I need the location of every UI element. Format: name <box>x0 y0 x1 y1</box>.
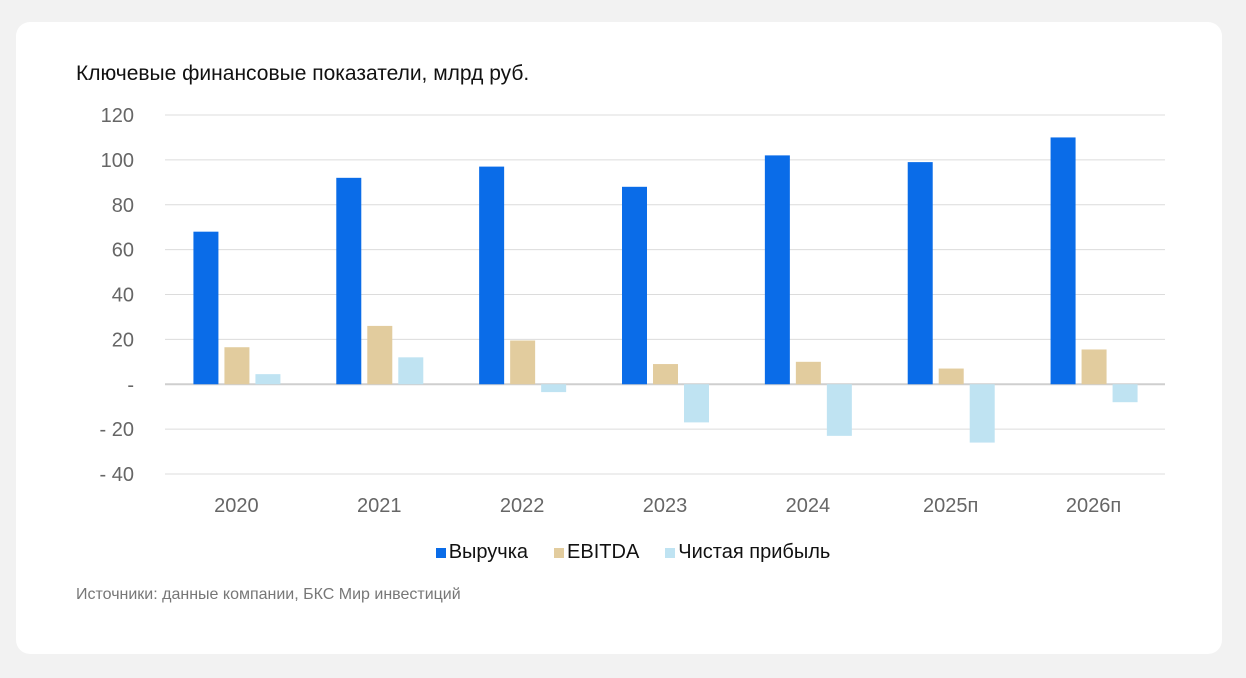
y-tick-label: 60 <box>112 240 134 262</box>
bar-revenue <box>622 186 647 385</box>
bar-net-income <box>826 384 852 436</box>
legend-swatch <box>435 547 446 558</box>
legend-label: EBITDA <box>567 541 640 563</box>
x-tick-label: 2024 <box>786 495 831 517</box>
bar-ebitda <box>653 364 678 385</box>
legend-swatch <box>554 547 565 558</box>
legend-item-ebitda: EBITDA <box>554 541 639 564</box>
bar-ebitda <box>510 340 536 385</box>
x-tick-label: 2023 <box>643 495 688 517</box>
legend-label: Чистая прибыль <box>678 541 831 563</box>
x-tick-label: 2020 <box>214 495 259 517</box>
bar-ebitda <box>1081 349 1107 385</box>
bar-ebitda <box>795 361 821 385</box>
bar-revenue <box>479 166 505 385</box>
y-tick-label: 40 <box>112 285 134 307</box>
bar-revenue <box>907 162 933 385</box>
y-tick-label: - 20 <box>100 419 134 441</box>
bar-revenue <box>1050 137 1076 385</box>
legend: Выручка EBITDA Чистая прибыль <box>0 541 1246 564</box>
x-tick-label: 2025п <box>923 495 978 517</box>
y-tick-label: - 40 <box>100 464 134 486</box>
bar-revenue <box>764 155 790 385</box>
source-note: Источники: данные компании, БКС Мир инве… <box>76 586 461 603</box>
bar-net-income <box>1112 384 1138 403</box>
bar-ebitda <box>367 325 393 385</box>
legend-swatch <box>665 547 676 558</box>
chart-title: Ключевые финансовые показатели, млрд руб… <box>76 62 530 85</box>
bar-ebitda <box>938 368 964 385</box>
legend-item-net-income: Чистая прибыль <box>665 541 830 564</box>
y-tick-label: 20 <box>112 329 134 351</box>
x-tick-label: 2021 <box>357 495 402 517</box>
bar-ebitda <box>224 347 250 385</box>
bar-revenue <box>336 177 362 385</box>
legend-item-revenue: Выручка <box>435 541 529 564</box>
x-tick-label: 2026п <box>1066 495 1121 517</box>
y-tick-label: - <box>127 374 134 396</box>
x-tick-label: 2022 <box>500 495 545 517</box>
bar-net-income <box>398 357 424 385</box>
y-tick-label: 80 <box>112 195 134 217</box>
bar-net-income <box>255 374 281 385</box>
bar-net-income <box>969 384 995 443</box>
y-tick-label: 100 <box>101 150 134 172</box>
legend-label: Выручка <box>448 541 529 563</box>
y-tick-label: 120 <box>101 105 134 127</box>
bar-revenue <box>193 231 219 385</box>
bar-net-income <box>541 384 567 393</box>
bar-net-income <box>684 384 709 423</box>
